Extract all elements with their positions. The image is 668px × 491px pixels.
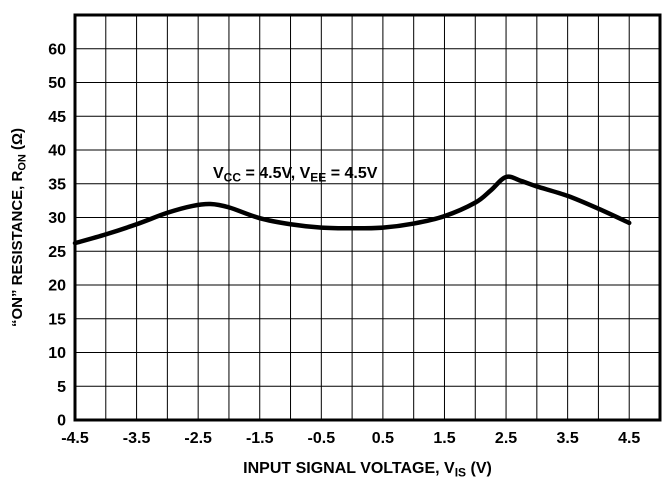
y-tick-label: 25 bbox=[48, 244, 66, 261]
x-tick-label: 3.5 bbox=[557, 430, 579, 447]
x-tick-label: 4.5 bbox=[618, 430, 640, 447]
y-tick-label: 15 bbox=[48, 311, 66, 328]
x-tick-label: -2.5 bbox=[184, 430, 212, 447]
y-axis-title: “ON” RESISTANCE, RON (Ω) bbox=[9, 128, 29, 327]
x-axis-title: INPUT SIGNAL VOLTAGE, VIS (V) bbox=[243, 460, 492, 480]
y-tick-label: 10 bbox=[48, 345, 66, 362]
x-tick-label: 0.5 bbox=[372, 430, 394, 447]
plot-border bbox=[73, 13, 662, 422]
y-tick-label: 40 bbox=[48, 143, 66, 160]
y-tick-label: 30 bbox=[48, 210, 66, 227]
x-tick-label: -0.5 bbox=[308, 430, 336, 447]
y-tick-label: 45 bbox=[48, 109, 66, 126]
x-tick-label: -4.5 bbox=[61, 430, 89, 447]
condition-annotation: VCC = 4.5V, VEE = 4.5V bbox=[213, 165, 378, 185]
y-tick-label: 35 bbox=[48, 176, 66, 193]
data-curve bbox=[72, 174, 632, 246]
y-tick-label: 60 bbox=[48, 41, 66, 58]
x-tick-label: 2.5 bbox=[495, 430, 517, 447]
x-tick-label: -3.5 bbox=[123, 430, 151, 447]
x-tick-label: -1.5 bbox=[246, 430, 274, 447]
y-tick-label: 20 bbox=[48, 278, 66, 295]
y-tick-label: 0 bbox=[57, 413, 66, 430]
y-tick-label: 50 bbox=[48, 75, 66, 92]
y-tick-label: 5 bbox=[57, 379, 66, 396]
x-tick-label: 1.5 bbox=[433, 430, 455, 447]
